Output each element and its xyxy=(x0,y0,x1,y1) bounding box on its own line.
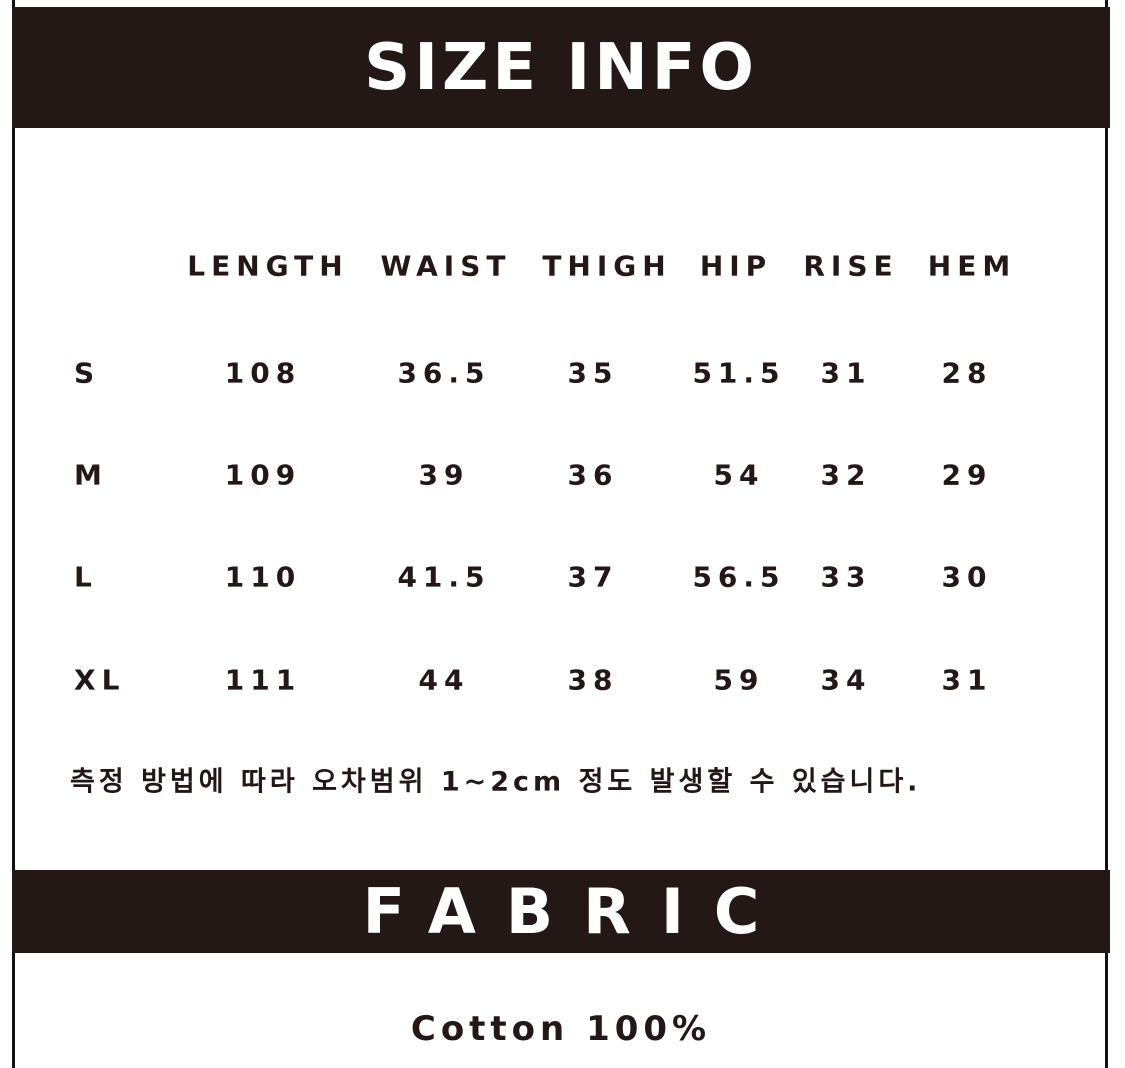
size-cell: 34 xyxy=(820,663,872,697)
size-cell: 31 xyxy=(941,663,993,697)
size-cell: 38 xyxy=(567,663,619,697)
column-header-length: LENGTH xyxy=(187,249,349,283)
size-cell: 111 xyxy=(224,663,302,697)
column-header-waist: WAIST xyxy=(380,249,512,283)
size-label: S xyxy=(74,356,101,390)
size-cell: 35 xyxy=(567,356,619,390)
fabric-header: FABRIC xyxy=(12,870,1110,953)
column-header-rise: RISE xyxy=(803,249,899,283)
size-cell: 37 xyxy=(567,560,619,594)
size-cell: 41.5 xyxy=(397,560,491,594)
size-cell: 29 xyxy=(941,458,993,492)
size-cell: 51.5 xyxy=(692,356,786,390)
measurement-note: 측정 방법에 따라 오차범위 1~2cm 정도 발생할 수 있습니다. xyxy=(70,766,922,798)
size-cell: 36 xyxy=(567,458,619,492)
column-header-hem: HEM xyxy=(927,249,1017,283)
size-cell: 30 xyxy=(941,560,993,594)
size-cell: 28 xyxy=(941,356,993,390)
size-info-header: SIZE INFO xyxy=(12,7,1110,128)
chart-frame xyxy=(12,0,1108,1068)
size-cell: 44 xyxy=(418,663,470,697)
size-cell: 54 xyxy=(713,458,765,492)
size-cell: 33 xyxy=(820,560,872,594)
size-label: L xyxy=(74,560,98,594)
size-cell: 109 xyxy=(224,458,302,492)
size-cell: 108 xyxy=(224,356,302,390)
size-cell: 56.5 xyxy=(692,560,786,594)
size-cell: 59 xyxy=(713,663,765,697)
column-header-thigh: THIGH xyxy=(542,249,672,283)
size-label: M xyxy=(74,458,108,492)
fabric-composition: Cotton 100% xyxy=(410,1009,712,1049)
size-cell: 39 xyxy=(418,458,470,492)
size-cell: 32 xyxy=(820,458,872,492)
column-header-hip: HIP xyxy=(699,249,773,283)
size-cell: 110 xyxy=(224,560,302,594)
size-cell: 36.5 xyxy=(397,356,491,390)
size-cell: 31 xyxy=(820,356,872,390)
size-label: XL xyxy=(74,663,126,697)
